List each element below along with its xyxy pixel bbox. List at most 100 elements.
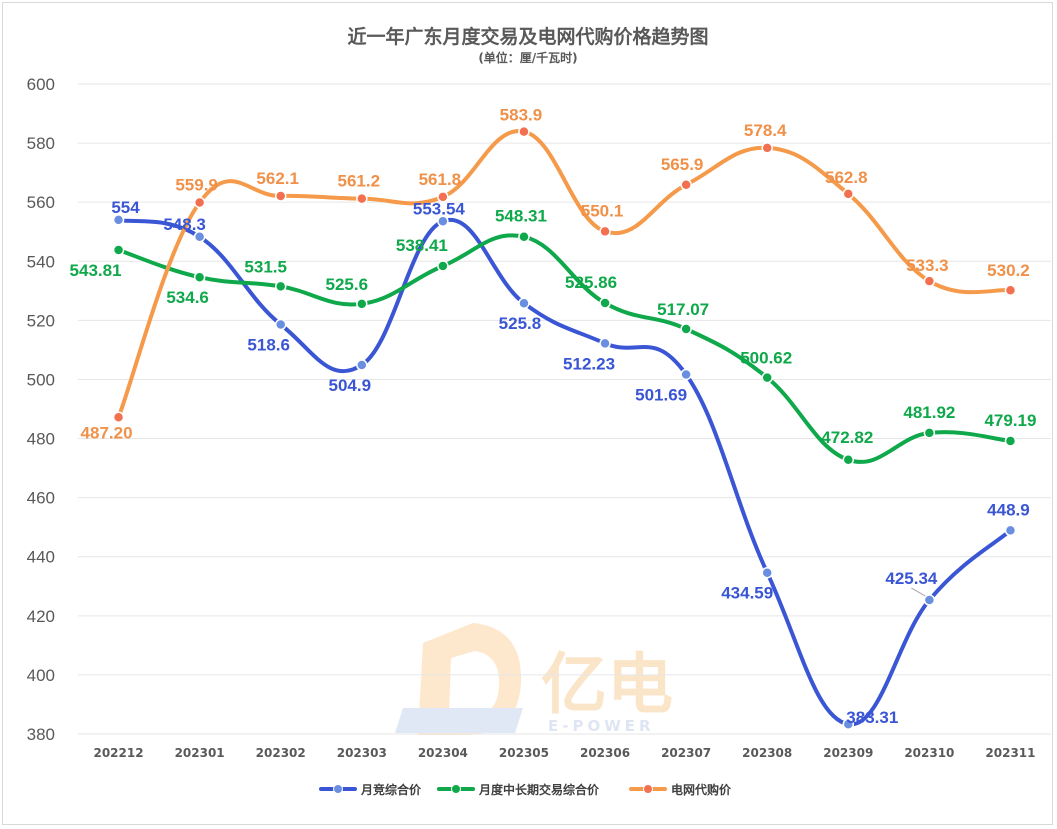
data-label: 538.41	[396, 236, 448, 255]
data-point	[274, 280, 287, 293]
data-point	[1004, 284, 1017, 296]
data-point	[193, 271, 206, 283]
data-label: 548.31	[495, 207, 547, 226]
line-chart: 亿电 E-POWER 近一年广东月度交易及电网代购价格趋势图 (单位：厘/千瓦时…	[27, 25, 1051, 797]
x-axis: 202212 202301 202302 202303 202304 202305 2023…	[93, 746, 1035, 760]
data-point	[518, 125, 530, 138]
data-label: 434.59	[721, 584, 773, 603]
y-tick-label: 400	[27, 666, 55, 685]
data-point	[761, 566, 773, 579]
data-point	[1004, 435, 1017, 447]
data-label: 583.9	[500, 106, 543, 125]
y-tick-label: 520	[27, 311, 55, 330]
data-label: 525.8	[499, 314, 542, 333]
data-label: 504.9	[329, 376, 372, 395]
data-label: 487.20	[81, 423, 133, 442]
data-point	[356, 298, 368, 310]
x-tick-label: 202311	[985, 746, 1035, 760]
legend-marker	[643, 784, 653, 794]
data-label: 517.07	[657, 300, 709, 319]
legend-marker	[451, 784, 461, 794]
data-point	[761, 371, 773, 384]
data-label: 561.8	[419, 170, 462, 189]
legend-label: 月度中长期交易综合价	[478, 782, 600, 797]
y-tick-label: 420	[27, 607, 55, 626]
legend-label: 月竞综合价	[360, 782, 422, 797]
data-point	[112, 244, 125, 256]
data-label: 554	[111, 198, 140, 217]
y-tick-label: 540	[27, 252, 55, 271]
data-label: 530.2	[987, 261, 1030, 280]
data-label: 525.6	[326, 275, 369, 294]
data-label: 500.62	[740, 349, 792, 368]
data-point	[112, 214, 125, 226]
data-point	[356, 192, 368, 205]
data-point	[761, 142, 773, 154]
data-label: 531.5	[244, 257, 287, 276]
data-label: 533.3	[906, 256, 949, 275]
x-tick-label: 202309	[823, 746, 873, 760]
x-tick-label: 202308	[742, 746, 792, 760]
data-point	[599, 297, 611, 309]
data-label: 472.82	[821, 428, 873, 447]
data-point	[680, 368, 692, 381]
data-point	[437, 215, 449, 228]
data-label: 578.4	[744, 121, 787, 140]
data-label: 525.86	[565, 273, 617, 292]
data-label: 543.81	[70, 261, 122, 280]
data-point	[356, 359, 368, 371]
watermark-brand: 亿电	[541, 646, 673, 723]
data-point	[842, 718, 855, 730]
y-tick-label: 580	[27, 134, 55, 153]
x-tick-label: 202212	[93, 746, 143, 760]
data-label: 501.69	[635, 385, 687, 404]
data-label: 553.54	[413, 199, 466, 218]
x-tick-label: 202301	[175, 746, 225, 760]
data-point	[193, 196, 206, 209]
data-point	[599, 337, 611, 350]
data-label: 559.9	[175, 175, 218, 194]
y-tick-label: 480	[27, 430, 55, 449]
data-label: 448.9	[987, 500, 1030, 519]
data-label: 561.2	[338, 172, 381, 191]
watermark-brand-en: E-POWER	[548, 717, 655, 735]
y-tick-label: 500	[27, 370, 55, 389]
data-labels: 554 548.3 518.6 504.9 553.54 525.8 512.23 501.6…	[70, 106, 1037, 728]
data-point	[274, 318, 287, 331]
data-point	[680, 179, 692, 191]
data-point	[923, 427, 936, 439]
x-tick-label: 202303	[337, 746, 387, 760]
data-point	[599, 225, 611, 238]
legend: 月竞综合价 月度中长期交易综合价 电网代购价	[319, 782, 732, 797]
data-label: 550.1	[581, 201, 624, 220]
y-tick-label: 460	[27, 489, 55, 508]
y-tick-label: 560	[27, 193, 55, 212]
data-label: 479.19	[984, 411, 1036, 430]
label-leader-line	[911, 587, 926, 597]
legend-marker	[333, 784, 343, 794]
x-tick-label: 202307	[661, 746, 711, 760]
x-tick-label: 202305	[499, 746, 549, 760]
chart-subtitle: (单位：厘/千瓦时)	[478, 50, 577, 65]
data-label: 548.3	[163, 215, 206, 234]
data-point	[923, 594, 936, 606]
data-point	[437, 260, 449, 272]
data-point	[842, 454, 855, 466]
chart-title: 近一年广东月度交易及电网代购价格趋势图	[347, 25, 708, 48]
data-point	[680, 323, 692, 335]
grid-lines	[78, 83, 1051, 735]
data-point	[842, 188, 855, 200]
x-tick-label: 202306	[580, 746, 630, 760]
y-tick-label: 380	[27, 725, 55, 744]
data-label: 481.92	[903, 403, 955, 422]
data-label: 518.6	[247, 336, 290, 355]
data-point	[923, 275, 936, 287]
x-tick-label: 202310	[904, 746, 954, 760]
data-label: 383.31	[846, 708, 898, 727]
data-label: 565.9	[661, 155, 704, 174]
x-tick-label: 202302	[256, 746, 306, 760]
x-tick-label: 202304	[418, 746, 468, 760]
y-tick-label: 600	[27, 75, 55, 94]
data-point	[112, 411, 125, 424]
